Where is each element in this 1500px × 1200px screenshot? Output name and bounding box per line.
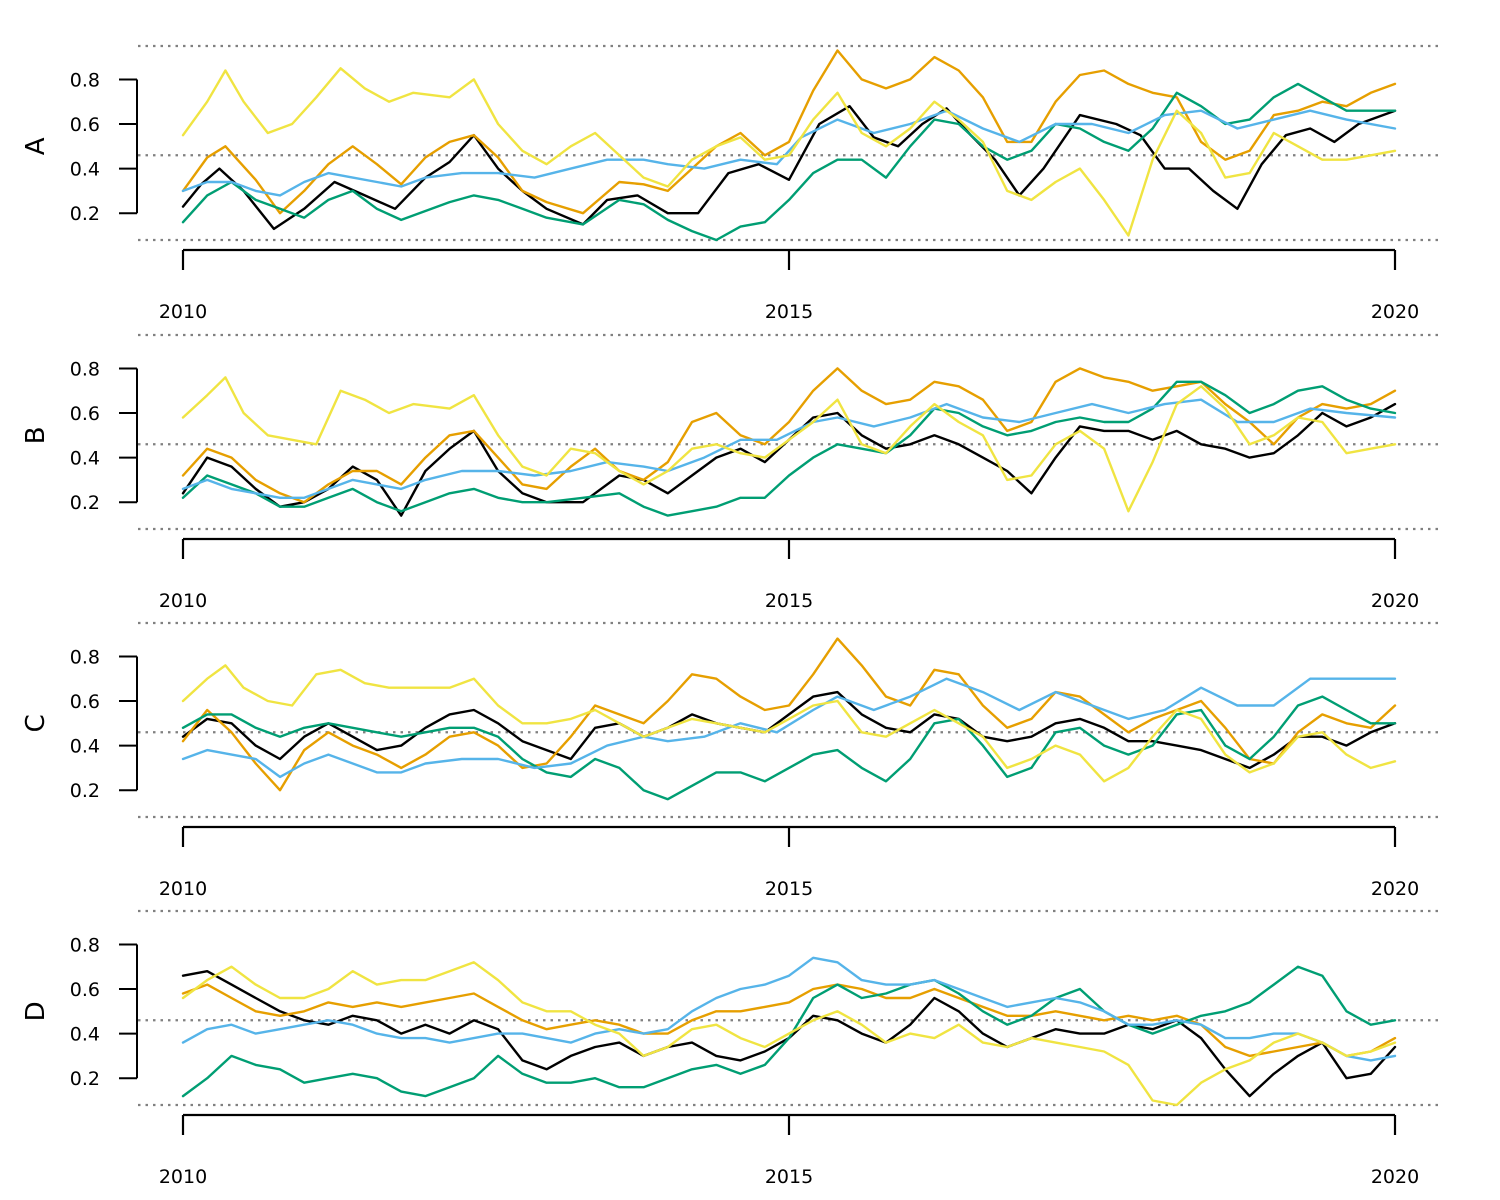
series-line — [181, 961, 1397, 1107]
series-line — [181, 380, 1397, 517]
x-tick-label: 2015 — [765, 590, 813, 612]
panel-b: 0.2 0.4 0.6 0.8 B 2010 2015 2020 — [21, 333, 1442, 612]
y-tick-label: 0.2 — [70, 492, 100, 514]
series-line — [181, 49, 1397, 215]
y-tick-label: 0.6 — [70, 691, 100, 713]
x-tick-label: 2010 — [159, 1166, 207, 1188]
x-tick-label: 2020 — [1371, 590, 1419, 612]
series-line — [181, 367, 1397, 504]
series-line — [181, 398, 1397, 499]
x-tick-label: 2020 — [1371, 878, 1419, 900]
x-tick-label: 2020 — [1371, 301, 1419, 323]
series-line — [181, 695, 1397, 801]
y-tick-label: 0.4 — [70, 1024, 100, 1046]
panel-label: A — [21, 137, 51, 155]
y-tick-label: 0.4 — [70, 159, 100, 181]
y-tick-label: 0.4 — [70, 736, 100, 758]
series-line — [181, 690, 1397, 770]
x-tick-label: 2015 — [765, 301, 813, 323]
x-tick-label: 2010 — [159, 590, 207, 612]
x-tick-label: 2010 — [159, 301, 207, 323]
panel-a: 0.2 0.4 0.6 0.8 A 2010 2015 2020 — [21, 44, 1442, 323]
series-line — [181, 637, 1397, 792]
x-tick-label: 2015 — [765, 878, 813, 900]
y-tick-label: 0.4 — [70, 448, 100, 470]
y-tick-label: 0.8 — [70, 646, 100, 668]
y-tick-label: 0.2 — [70, 203, 100, 225]
panel-label: B — [21, 426, 51, 444]
panel-c: 0.2 0.4 0.6 0.8 C 2010 2015 2020 — [21, 621, 1442, 900]
panel-d: 0.2 0.4 0.6 0.8 D 2010 2015 2020 — [21, 909, 1442, 1188]
y-tick-label: 0.8 — [70, 69, 100, 91]
series-line — [181, 109, 1397, 197]
series-line — [181, 956, 1397, 1062]
x-tick-label: 2020 — [1371, 1166, 1419, 1188]
series-line — [181, 983, 1397, 1058]
series-line — [181, 82, 1397, 242]
series-line — [181, 105, 1397, 231]
panel-label: C — [21, 714, 51, 732]
series-line — [181, 677, 1397, 779]
series-line — [181, 376, 1397, 513]
series-line — [181, 67, 1397, 237]
x-tick-label: 2010 — [159, 878, 207, 900]
y-tick-label: 0.8 — [70, 934, 100, 956]
y-tick-label: 0.6 — [70, 403, 100, 425]
y-tick-label: 0.2 — [70, 780, 100, 802]
x-tick-label: 2015 — [765, 1166, 813, 1188]
series-line — [181, 965, 1397, 1098]
y-tick-label: 0.6 — [70, 979, 100, 1001]
panel-label: D — [21, 1001, 51, 1021]
series-line — [181, 664, 1397, 783]
y-tick-label: 0.8 — [70, 358, 100, 380]
y-tick-label: 0.2 — [70, 1068, 100, 1090]
y-tick-label: 0.6 — [70, 114, 100, 136]
